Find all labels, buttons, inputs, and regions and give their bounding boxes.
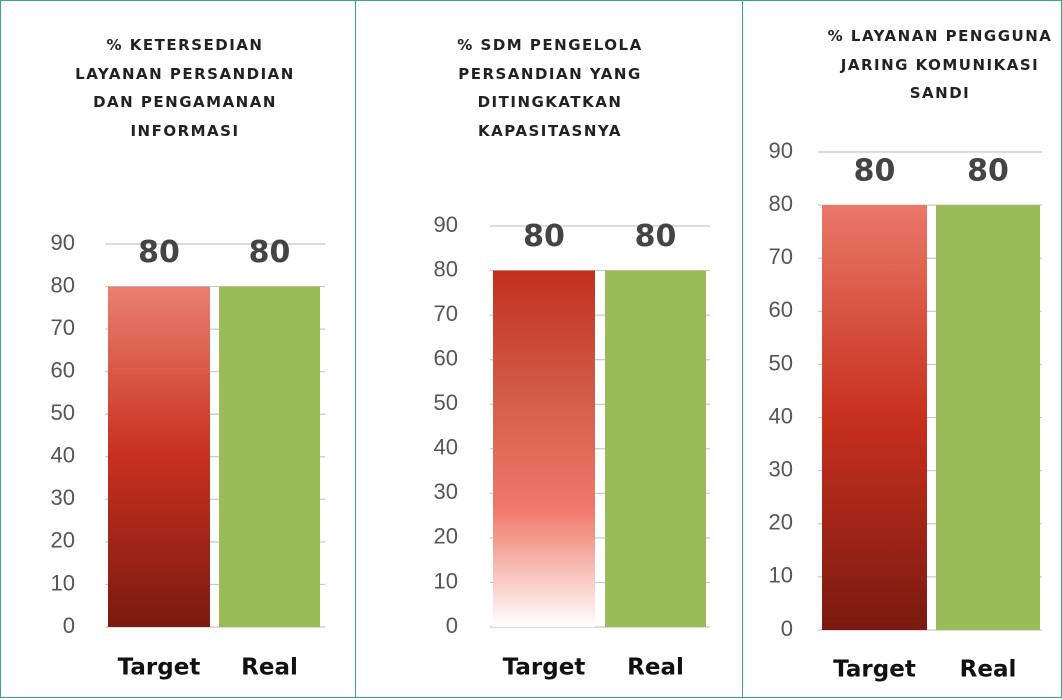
data-label: 80	[854, 154, 896, 189]
y-tick-label: 80	[434, 256, 458, 281]
y-tick-label: 20	[769, 510, 793, 535]
chart-title: % SDM PENGELOLA PERSANDIAN YANG DITINGKA…	[457, 36, 643, 140]
y-tick-label: 90	[51, 230, 75, 255]
y-tick-label: 90	[434, 212, 458, 237]
y-tick-label: 50	[769, 350, 793, 375]
data-label: 80	[523, 219, 565, 254]
bar	[936, 205, 1040, 630]
y-tick-label: 70	[51, 315, 75, 340]
y-tick-label: 20	[434, 524, 458, 549]
y-tick-label: 80	[51, 272, 75, 297]
bar	[219, 286, 320, 627]
x-tick-label: Real	[960, 657, 1017, 683]
y-tick-label: 0	[781, 616, 793, 641]
y-tick-label: 10	[769, 563, 793, 588]
y-tick-label: 40	[434, 435, 458, 460]
y-tick-label: 50	[434, 390, 458, 415]
y-tick-label: 60	[769, 297, 793, 322]
y-tick-label: 20	[51, 528, 75, 553]
y-tick-label: 10	[51, 570, 75, 595]
x-tick-label: Real	[627, 655, 684, 681]
x-tick-label: Target	[833, 657, 916, 683]
bar	[822, 205, 927, 630]
chart-title: % LAYANAN PENGGUNA JARING KOMUNIKASI SAN…	[827, 27, 1053, 102]
chart-title: % KETERSEDIAN LAYANAN PERSANDIAN DAN PEN…	[75, 36, 295, 140]
x-tick-label: Real	[241, 655, 298, 681]
x-tick-label: Target	[503, 655, 586, 681]
y-tick-label: 30	[434, 479, 458, 504]
data-label: 80	[138, 235, 180, 270]
y-tick-label: 60	[434, 345, 458, 370]
data-label: 80	[635, 219, 677, 254]
y-tick-label: 40	[769, 403, 793, 428]
y-tick-label: 10	[434, 568, 458, 593]
y-tick-label: 40	[51, 443, 75, 468]
y-tick-label: 0	[63, 613, 75, 638]
y-tick-label: 30	[51, 485, 75, 510]
y-tick-label: 60	[51, 357, 75, 382]
bar	[493, 270, 595, 627]
y-tick-label: 70	[769, 244, 793, 269]
y-tick-label: 70	[434, 301, 458, 326]
bar	[108, 286, 210, 627]
bar	[605, 270, 706, 627]
y-tick-label: 90	[769, 138, 793, 163]
y-tick-label: 50	[51, 400, 75, 425]
x-tick-label: Target	[118, 655, 201, 681]
y-tick-label: 0	[446, 613, 458, 638]
y-tick-label: 30	[769, 456, 793, 481]
y-tick-label: 80	[769, 191, 793, 216]
data-label: 80	[249, 235, 291, 270]
data-label: 80	[967, 154, 1009, 189]
